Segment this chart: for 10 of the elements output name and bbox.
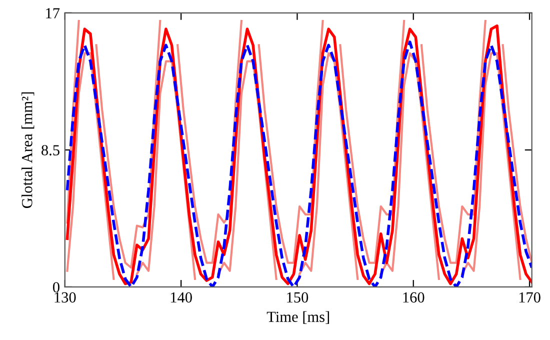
x-axis-title: Time [ms] xyxy=(266,311,330,324)
x-tick-label: 160 xyxy=(403,292,424,303)
x-tick-label: 140 xyxy=(170,292,192,303)
x-tick-label: 170 xyxy=(519,292,540,303)
y-tick-label: 0 xyxy=(52,282,60,292)
y-tick-label: 17 xyxy=(46,8,60,18)
y-axis-title: Glottal Area [mm²] xyxy=(22,92,34,208)
y-tick-label: 8.5 xyxy=(42,145,60,156)
x-tick-label: 150 xyxy=(287,292,308,303)
x-tick-label: 130 xyxy=(54,292,76,303)
